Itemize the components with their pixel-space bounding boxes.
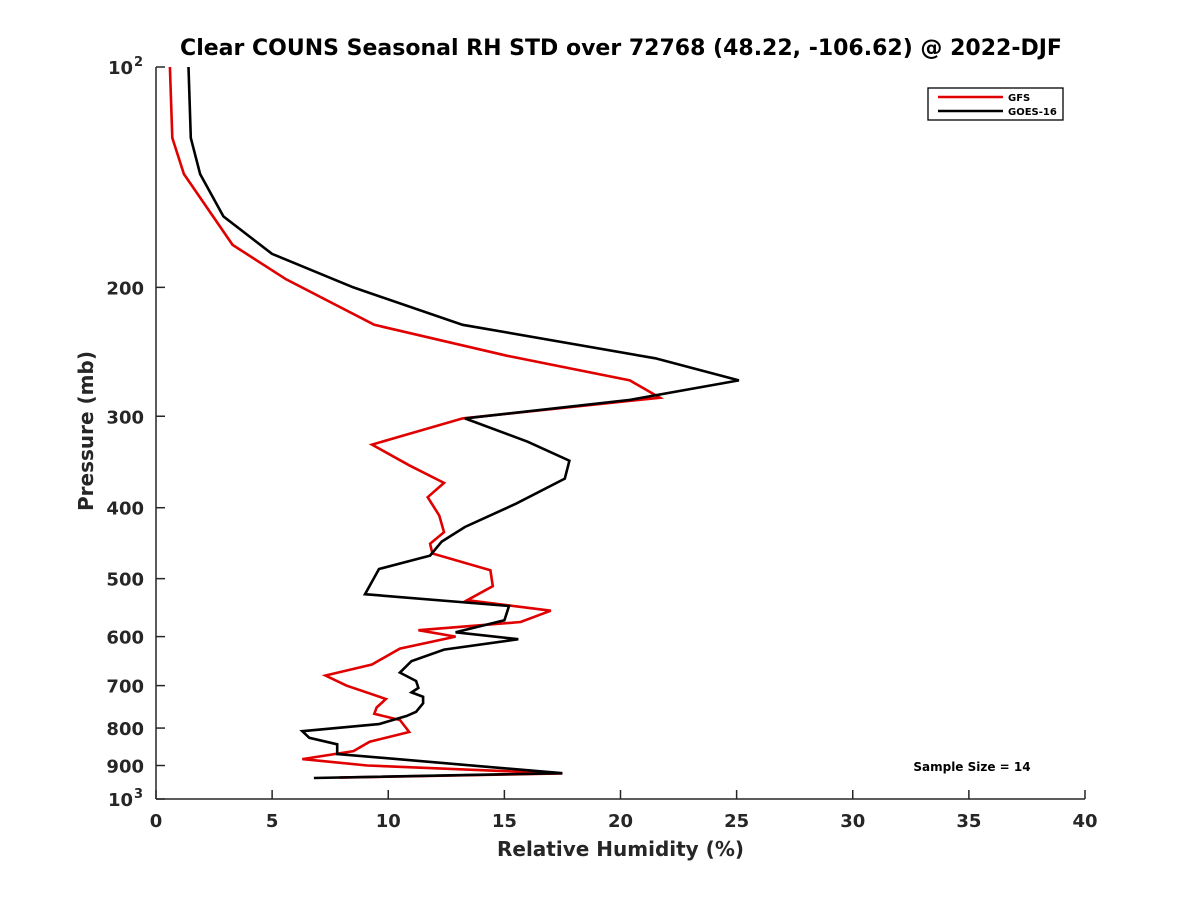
x-tick-label: 10 [376, 811, 401, 832]
y-tick-label: 400 [106, 499, 144, 520]
x-tick-label: 30 [840, 811, 865, 832]
y-tick-label: 10 [108, 58, 133, 79]
series-layer [168, 66, 740, 780]
legend-label: GFS [1008, 93, 1030, 104]
y-tick-label: 500 [106, 570, 144, 591]
x-tick-label: 15 [492, 811, 517, 832]
x-tick-label: 20 [608, 811, 633, 832]
y-tick-exponent: 3 [134, 787, 143, 802]
x-tick-label: 25 [724, 811, 749, 832]
x-ticks: 0 5 10 15 20 25 30 35 40 [150, 790, 1098, 832]
x-tick-label: 5 [266, 811, 279, 832]
sample-size-annotation: Sample Size = 14 [913, 760, 1030, 774]
chart-title: Clear COUNS Seasonal RH STD over 72768 (… [180, 36, 1062, 61]
legend: GFS GOES-16 [927, 87, 1064, 121]
axes: 0 5 10 15 20 25 30 35 40 10 220030040050060070080… [106, 55, 1097, 832]
y-axis-label: Pressure (mb) [74, 351, 98, 511]
y-tick-label: 800 [106, 719, 144, 740]
x-tick-label: 40 [1072, 811, 1097, 832]
x-tick-label: 0 [150, 811, 163, 832]
legend-box [927, 87, 1064, 121]
y-tick-label: 10 [108, 790, 133, 811]
x-axis-label: Relative Humidity (%) [497, 837, 744, 861]
y-tick-label: 600 [106, 628, 144, 649]
y-tick-exponent: 2 [134, 55, 143, 70]
series-line-goes-16 [187, 66, 740, 780]
series-line-gfs [168, 66, 665, 779]
y-tick-label: 900 [106, 757, 144, 778]
y-tick-label: 700 [106, 677, 144, 698]
legend-label: GOES-16 [1008, 107, 1057, 118]
y-tick-label: 200 [106, 278, 144, 299]
y-tick-label: 300 [106, 407, 144, 428]
x-tick-label: 35 [956, 811, 981, 832]
